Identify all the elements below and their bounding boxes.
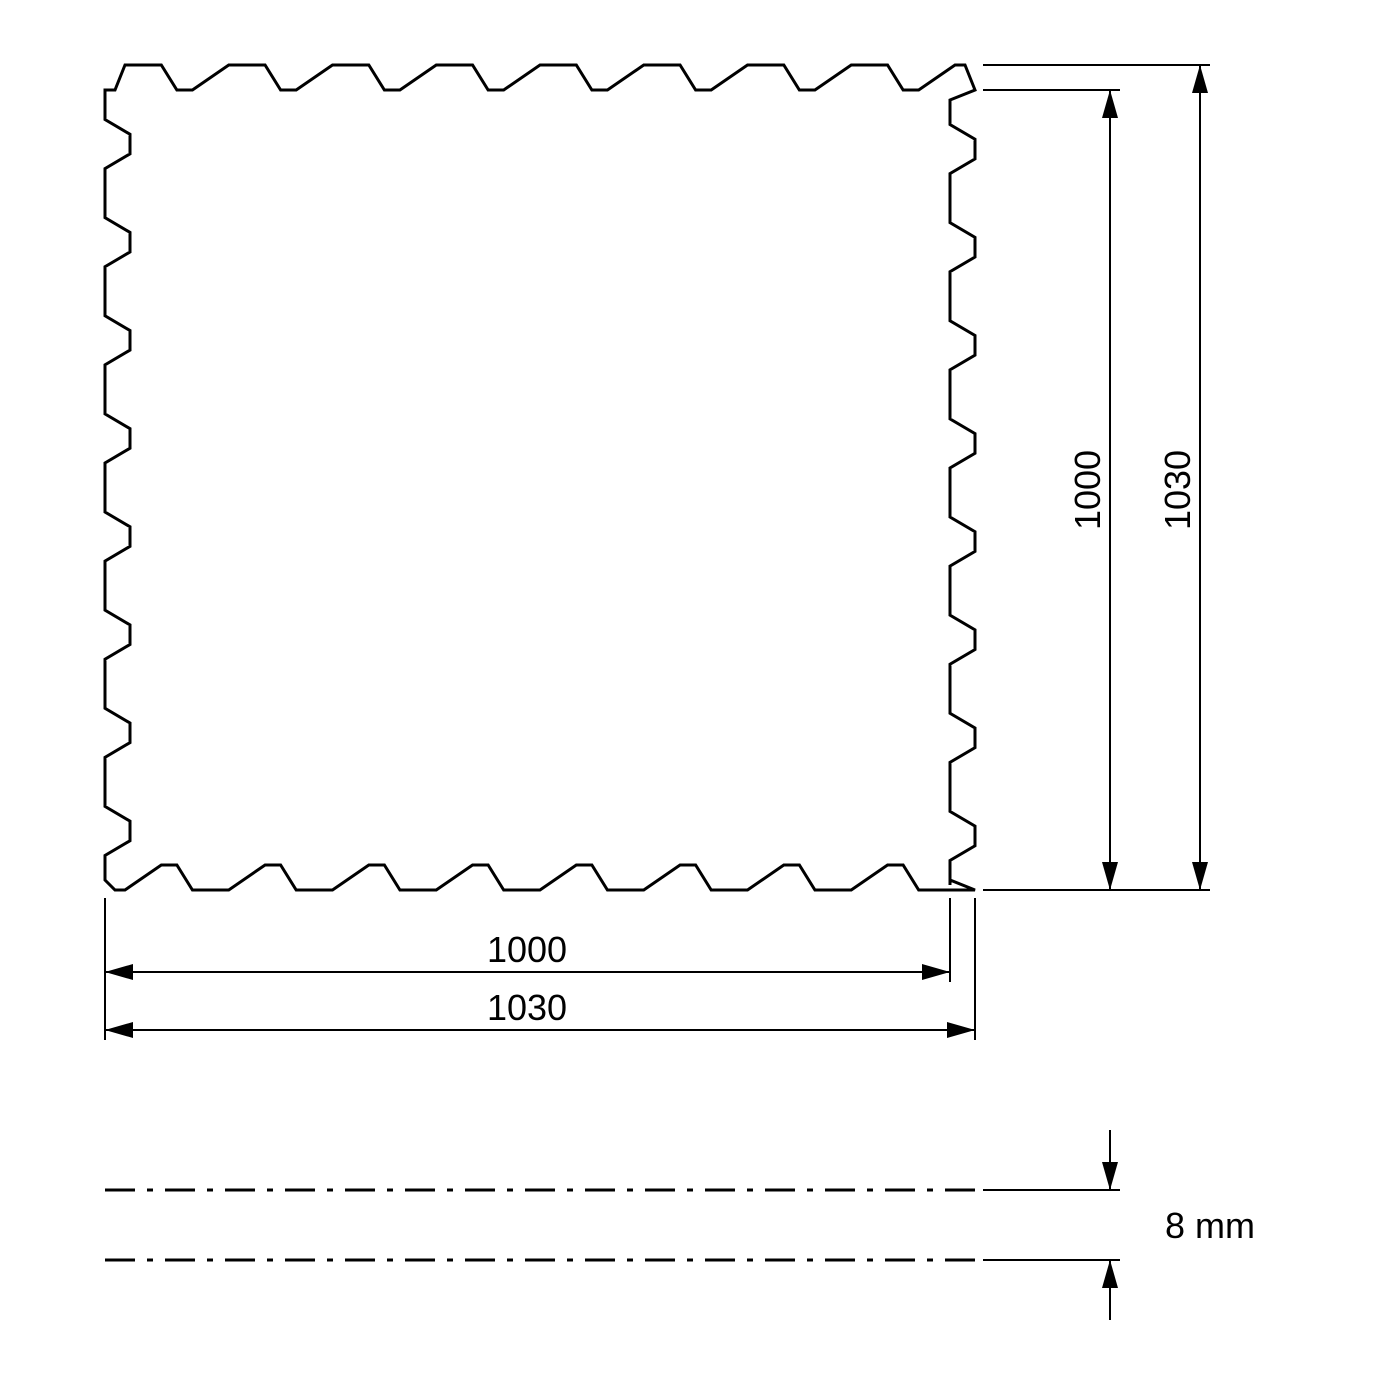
- dim-width-inner-label: 1000: [487, 929, 567, 970]
- dim-height-inner: 1000: [1067, 90, 1118, 890]
- dim-height-outer: 1030: [1157, 65, 1208, 890]
- dim-thickness-label: 8 mm: [1165, 1205, 1255, 1246]
- tile-outline: [105, 65, 975, 890]
- dimension-drawing: 1000 1030 1000 1030 8 mm: [0, 0, 1400, 1400]
- dim-width-inner: 1000: [105, 929, 950, 980]
- dim-height-inner-label: 1000: [1067, 450, 1108, 530]
- dim-thickness: 8 mm: [983, 1130, 1255, 1320]
- dim-width-outer-label: 1030: [487, 987, 567, 1028]
- section-view: [105, 1190, 975, 1260]
- dim-width-outer: 1030: [105, 987, 975, 1038]
- dim-height-outer-label: 1030: [1157, 450, 1198, 530]
